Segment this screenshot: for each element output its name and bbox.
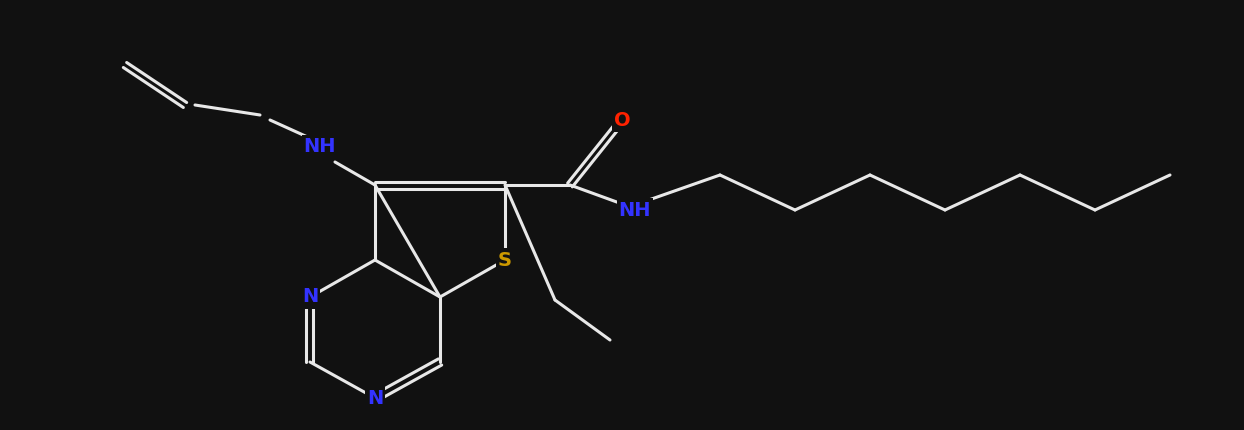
- Text: N: N: [367, 388, 383, 408]
- Text: NH: NH: [304, 138, 336, 157]
- Text: S: S: [498, 251, 513, 270]
- Text: O: O: [613, 111, 631, 129]
- Text: NH: NH: [618, 200, 652, 219]
- Text: N: N: [302, 288, 318, 307]
